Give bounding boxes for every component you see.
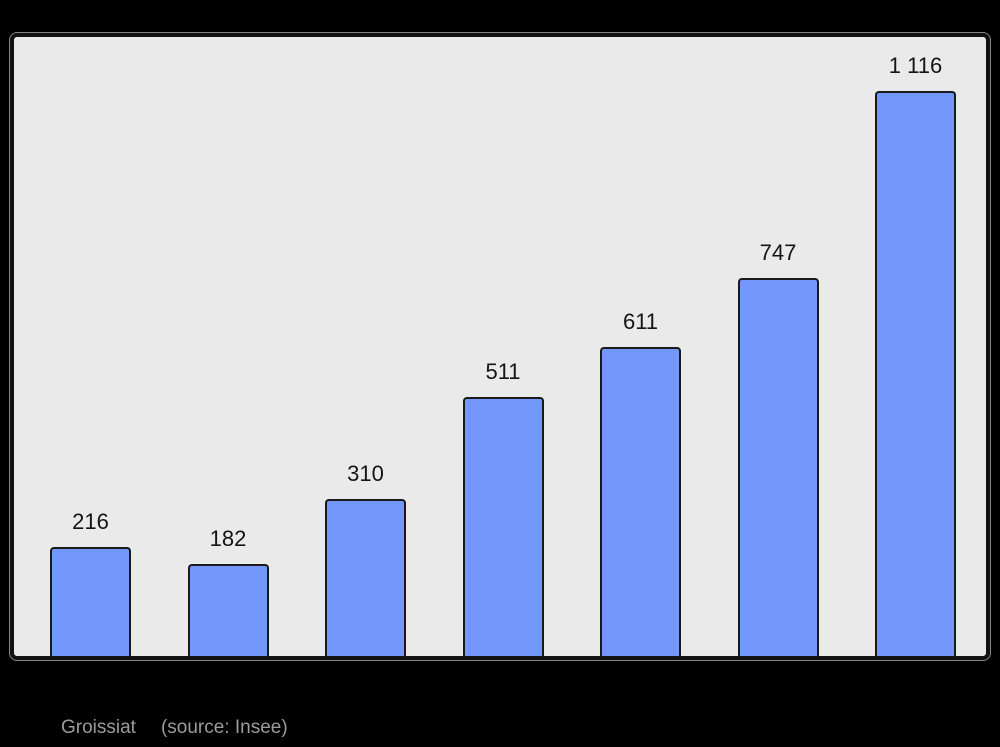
bar-value-label: 511 [485, 358, 521, 384]
bar-column: 747 [737, 239, 819, 656]
bar-column: 310 [325, 460, 406, 656]
bar-value-label: 611 [622, 308, 659, 334]
bar-value-label: 182 [209, 525, 247, 551]
bar [325, 499, 406, 656]
bar [600, 347, 681, 656]
caption-source: (source: Insee) [160, 717, 288, 738]
bar-column: 1 116 [875, 52, 956, 656]
bar-value-label: 216 [72, 508, 109, 534]
bar-value-label: 310 [347, 460, 384, 486]
bar-column: 511 [462, 358, 544, 656]
caption-place-name: Groissiat [61, 717, 136, 738]
chart-frame: 216 182 310 511 611 747 1 116 [10, 33, 990, 660]
bar-column: 216 [50, 508, 131, 656]
bar [187, 564, 269, 656]
bar-value-label: 1 116 [888, 52, 943, 78]
chart-caption: Groissiat (source: Insee) [61, 717, 288, 739]
bar [737, 278, 819, 656]
bar-plot: 216 182 310 511 611 747 1 116 [14, 37, 986, 656]
bar [50, 547, 131, 656]
bar [875, 91, 956, 656]
bar [462, 397, 544, 656]
bar-column: 182 [187, 525, 269, 656]
bar-value-label: 747 [759, 239, 797, 265]
bar-column: 611 [600, 308, 681, 656]
